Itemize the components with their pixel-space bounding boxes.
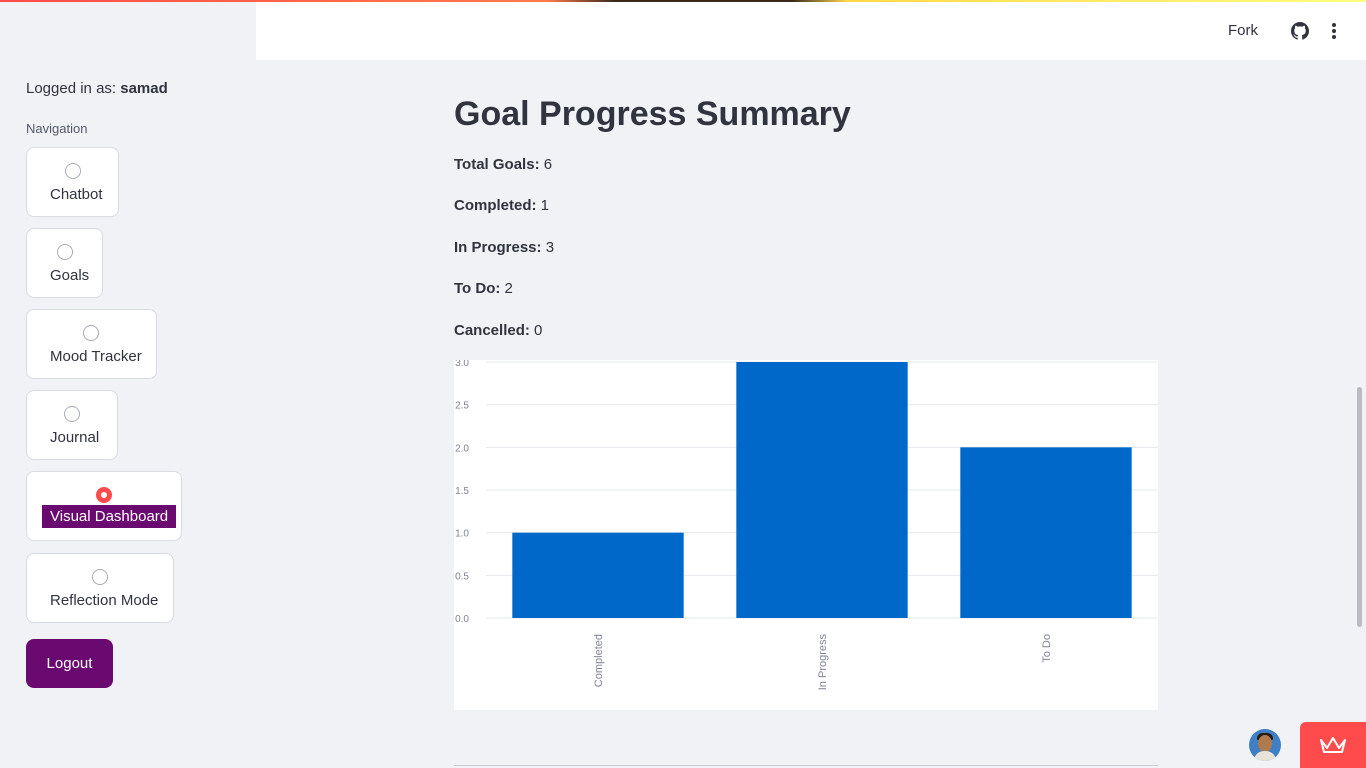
nav-item-visual-dashboard[interactable]: Visual Dashboard — [26, 471, 182, 541]
stat-label: Cancelled: — [454, 322, 530, 339]
nav-item-chatbot[interactable]: Chatbot — [26, 147, 119, 217]
scrollbar[interactable] — [1357, 387, 1362, 627]
stat-in-progress: In Progress: 3 — [454, 239, 554, 256]
y-tick-label: 2.0 — [455, 443, 469, 454]
avatar-face — [1258, 735, 1272, 752]
nav-item-label: Mood Tracker — [50, 348, 142, 365]
crown-icon — [1320, 737, 1346, 753]
x-tick-label: In Progress — [817, 634, 829, 691]
avatar-body — [1254, 751, 1276, 761]
fork-link[interactable]: Fork — [1228, 22, 1258, 39]
sidebar: Logged in as: samad Navigation Chatbot G… — [0, 0, 256, 768]
stat-value: 0 — [534, 322, 543, 339]
bar-chart-svg: 0.0 0.5 1.0 1.5 2.0 2.5 3.0 Completed In Progres… — [455, 360, 1158, 691]
stat-cancelled: Cancelled: 0 — [454, 322, 542, 339]
y-tick-label: 2.5 — [455, 401, 469, 412]
streamlit-badge[interactable] — [1300, 722, 1366, 768]
stat-label: To Do: — [454, 280, 501, 297]
goal-progress-chart[interactable]: 0.0 0.5 1.0 1.5 2.0 2.5 3.0 Completed In Progres… — [454, 360, 1158, 710]
stat-value: 3 — [545, 239, 555, 256]
github-icon[interactable] — [1291, 22, 1309, 40]
bar[interactable] — [736, 362, 908, 618]
app-header: Fork — [256, 2, 1366, 60]
section-divider — [454, 765, 1158, 766]
y-tick-label: 1.5 — [455, 486, 469, 497]
nav-item-reflection-mode[interactable]: Reflection Mode — [26, 553, 174, 623]
radio-selected-icon[interactable] — [96, 487, 112, 503]
bar[interactable] — [960, 447, 1132, 618]
y-tick-label: 0.5 — [455, 571, 469, 582]
radio-icon[interactable] — [57, 244, 73, 260]
page-title: Goal Progress Summary — [454, 95, 851, 133]
x-tick-label: To Do — [1041, 634, 1053, 663]
nav-item-mood-tracker[interactable]: Mood Tracker — [26, 309, 157, 379]
nav-item-label: Chatbot — [50, 186, 103, 203]
y-tick-label: 1.0 — [455, 529, 469, 540]
nav-item-label-active: Visual Dashboard — [42, 505, 177, 528]
stat-total-goals: Total Goals: 6 — [454, 156, 552, 173]
kebab-menu-icon[interactable] — [1326, 21, 1342, 41]
stat-label: Completed: — [454, 197, 537, 214]
nav-item-journal[interactable]: Journal — [26, 390, 118, 460]
username: samad — [120, 80, 168, 97]
radio-icon[interactable] — [64, 406, 80, 422]
logged-in-prefix: Logged in as: — [26, 80, 117, 97]
radio-icon[interactable] — [92, 569, 108, 585]
y-tick-label: 0.0 — [455, 614, 469, 625]
avatar[interactable] — [1249, 729, 1281, 761]
stat-to-do: To Do: 2 — [454, 280, 513, 297]
radio-icon[interactable] — [83, 325, 99, 341]
logged-in-text: Logged in as: samad — [26, 80, 168, 97]
x-tick-label: Completed — [593, 634, 605, 687]
stat-label: In Progress: — [454, 239, 542, 256]
navigation-label: Navigation — [26, 121, 88, 136]
stat-label: Total Goals: — [454, 156, 540, 173]
stat-completed: Completed: 1 — [454, 197, 549, 214]
logout-button[interactable]: Logout — [26, 639, 113, 688]
nav-item-goals[interactable]: Goals — [26, 228, 103, 298]
y-tick-label: 3.0 — [455, 360, 469, 369]
stat-value: 1 — [540, 197, 550, 214]
top-decoration-bar — [0, 0, 1366, 2]
radio-icon[interactable] — [65, 163, 81, 179]
bar[interactable] — [512, 532, 684, 618]
nav-item-label: Journal — [50, 429, 100, 446]
nav-item-label: Goals — [50, 267, 90, 284]
stat-value: 2 — [504, 280, 513, 297]
stat-value: 6 — [543, 156, 553, 173]
nav-item-label: Reflection Mode — [50, 592, 159, 609]
